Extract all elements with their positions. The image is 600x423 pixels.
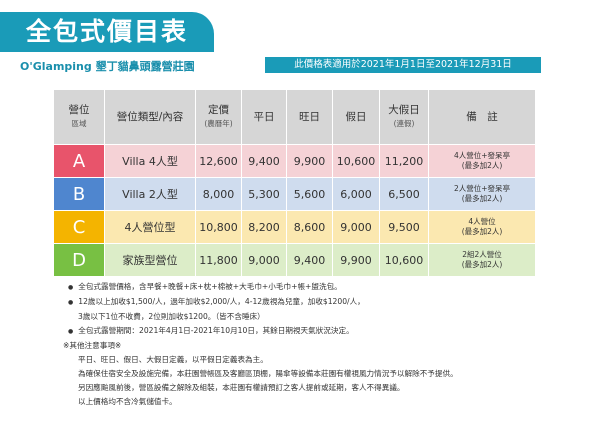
note-cell: 4人營位+發呆亭 (最多加2人) (429, 145, 535, 177)
price-cell: 9,000 (242, 244, 286, 276)
column-header: 營位 區域 (54, 90, 104, 144)
table-row: A Villa 4人型 12,600 9,400 9,900 10,600 11,200 4人… (54, 145, 535, 177)
bullet-line: ● 12歲以上加收$1,500/人，過年加收$2,000/人，4-12歲視為兒童，… (68, 295, 588, 310)
column-subheader: (連假) (393, 119, 415, 128)
column-label: 備 註 (466, 110, 498, 123)
price-cell: 9,400 (242, 145, 286, 177)
note-line: 2人營位+發呆亭 (453, 184, 511, 193)
column-subheader: 區域 (71, 119, 87, 128)
note-line: 4人營位 (468, 217, 496, 226)
bullet-line: 3歲以下1位不收費，2位則加收$1200。（皆不含睡床） (68, 310, 588, 324)
price-cell: 6,500 (380, 178, 428, 210)
bullet-text: 12歲以上加收$1,500/人，過年加收$2,000/人，4-12歲視為兒童，加… (78, 297, 365, 306)
bullet-line: ● 全包式露營價格，含早餐+晚餐+床+枕+棉被+大毛巾+小毛巾+帳+盥洗包。 (68, 280, 588, 295)
column-label: 營位 (68, 104, 90, 116)
note-line: (最多加2人) (461, 161, 503, 170)
price-cell: 10,800 (196, 211, 241, 243)
note-cell: 2組2人營位 (最多加2人) (429, 244, 535, 276)
bullet-text: 3歲以下1位不收費，2位則加收$1200。（皆不含睡床） (78, 312, 265, 321)
other-note: 另因應颱風前後，營區設備之解除及組裝，本莊園有權請預訂之客人提前或延期，客人不得… (78, 383, 405, 392)
column-header: 假日 (333, 90, 379, 144)
price-cell: 9,400 (287, 244, 332, 276)
price-cell: 11,800 (196, 244, 241, 276)
column-label: 旺日 (299, 110, 320, 123)
bullet-icon: ● (68, 284, 74, 291)
header-row: 營位 區域 營位類型/內容 定價 (農曆年) 平日 旺日 假日 大假日 (連假) 備 註 (54, 90, 535, 144)
price-cell: 10,600 (333, 145, 379, 177)
column-label: 假日 (345, 110, 367, 123)
price-cell: 9,900 (333, 244, 379, 276)
table-row: C 4人營位型 10,800 8,200 8,600 9,000 9,500 4人營位 (最多加… (54, 211, 535, 243)
price-cell: 6,000 (333, 178, 379, 210)
table-row: D 家族型營位 11,800 9,000 9,400 9,900 10,600 2組2人營位(… (54, 244, 535, 276)
column-header: 旺日 (287, 90, 332, 144)
price-cell: 8,200 (242, 211, 286, 243)
column-header: 平日 (242, 90, 286, 144)
price-cell: 9,000 (333, 211, 379, 243)
column-header: 備 註 (429, 90, 535, 144)
column-label: 平日 (253, 110, 275, 123)
price-cell: 9,900 (287, 145, 332, 177)
price-cell: 11,200 (380, 145, 428, 177)
column-subheader: (農曆年) (204, 119, 233, 128)
validity-bar: 此價格表適用於2021年1月1日至2021年12月31日 (265, 57, 541, 73)
type-cell: 家族型營位 (105, 244, 195, 276)
note-line: (最多加2人) (461, 260, 503, 269)
column-header: 營位類型/內容 (105, 90, 195, 144)
type-cell: Villa 2人型 (105, 178, 195, 210)
note-line: 4人營位+發呆亭 (453, 151, 511, 160)
notes: ● 全包式露營價格，含早餐+晚餐+床+枕+棉被+大毛巾+小毛巾+帳+盥洗包。 ● 12… (63, 280, 588, 409)
price-cell: 5,600 (287, 178, 332, 210)
other-note: 以上價格均不含冷氣儲值卡。 (78, 397, 177, 406)
price-cell: 10,600 (380, 244, 428, 276)
price-cell: 8,000 (196, 178, 241, 210)
price-cell: 8,600 (287, 211, 332, 243)
column-header: 大假日 (連假) (380, 90, 428, 144)
subtitle: O'Glamping 墾丁貓鼻頭露營莊園 (20, 60, 195, 73)
bullet-line: ● 全包式露營期間：2021年4月1日-2021年10月10日，其餘日期視天氣狀況… (68, 324, 588, 339)
price-cell: 9,500 (380, 211, 428, 243)
price-table: 營位 區域 營位類型/內容 定價 (農曆年) 平日 旺日 假日 大假日 (連假) 備 註 A Villa… (53, 89, 536, 277)
type-cell: Villa 4人型 (105, 145, 195, 177)
zone-cell: D (54, 244, 104, 276)
bullet-icon: ● (68, 328, 74, 335)
note-line: (最多加2人) (461, 194, 503, 203)
table-row: B Villa 2人型 8,000 5,300 5,600 6,000 6,500 2人營位+… (54, 178, 535, 210)
other-note: 平日、旺日、假日、大假日定義，以平假日定義表為主。 (78, 355, 268, 364)
bullet-text: 全包式露營期間：2021年4月1日-2021年10月10日，其餘日期視天氣狀況決… (78, 326, 354, 335)
title-banner: 全包式價目表 (0, 12, 214, 52)
type-cell: 4人營位型 (105, 211, 195, 243)
note-cell: 2人營位+發呆亭 (最多加2人) (429, 178, 535, 210)
column-header: 定價 (農曆年) (196, 90, 241, 144)
bullet-text: 全包式露營價格，含早餐+晚餐+床+枕+棉被+大毛巾+小毛巾+帳+盥洗包。 (78, 282, 342, 291)
note-line: 2組2人營位 (462, 250, 502, 259)
note-cell: 4人營位 (最多加2人) (429, 211, 535, 243)
note-line: (最多加2人) (461, 227, 503, 236)
column-label: 定價 (208, 104, 229, 116)
price-cell: 5,300 (242, 178, 286, 210)
zone-cell: B (54, 178, 104, 210)
price-cell: 12,600 (196, 145, 241, 177)
column-label: 營位類型/內容 (116, 110, 184, 123)
zone-cell: A (54, 145, 104, 177)
other-note: 為確保住宿安全及設施完備，本莊園營帳區及客廳區頂棚，陽傘等設備本莊園有權視風力情… (78, 369, 458, 378)
column-label: 大假日 (388, 104, 420, 116)
zone-cell: C (54, 211, 104, 243)
other-title: ※其他注意事項※ (63, 341, 122, 350)
bullet-icon: ● (68, 299, 74, 306)
